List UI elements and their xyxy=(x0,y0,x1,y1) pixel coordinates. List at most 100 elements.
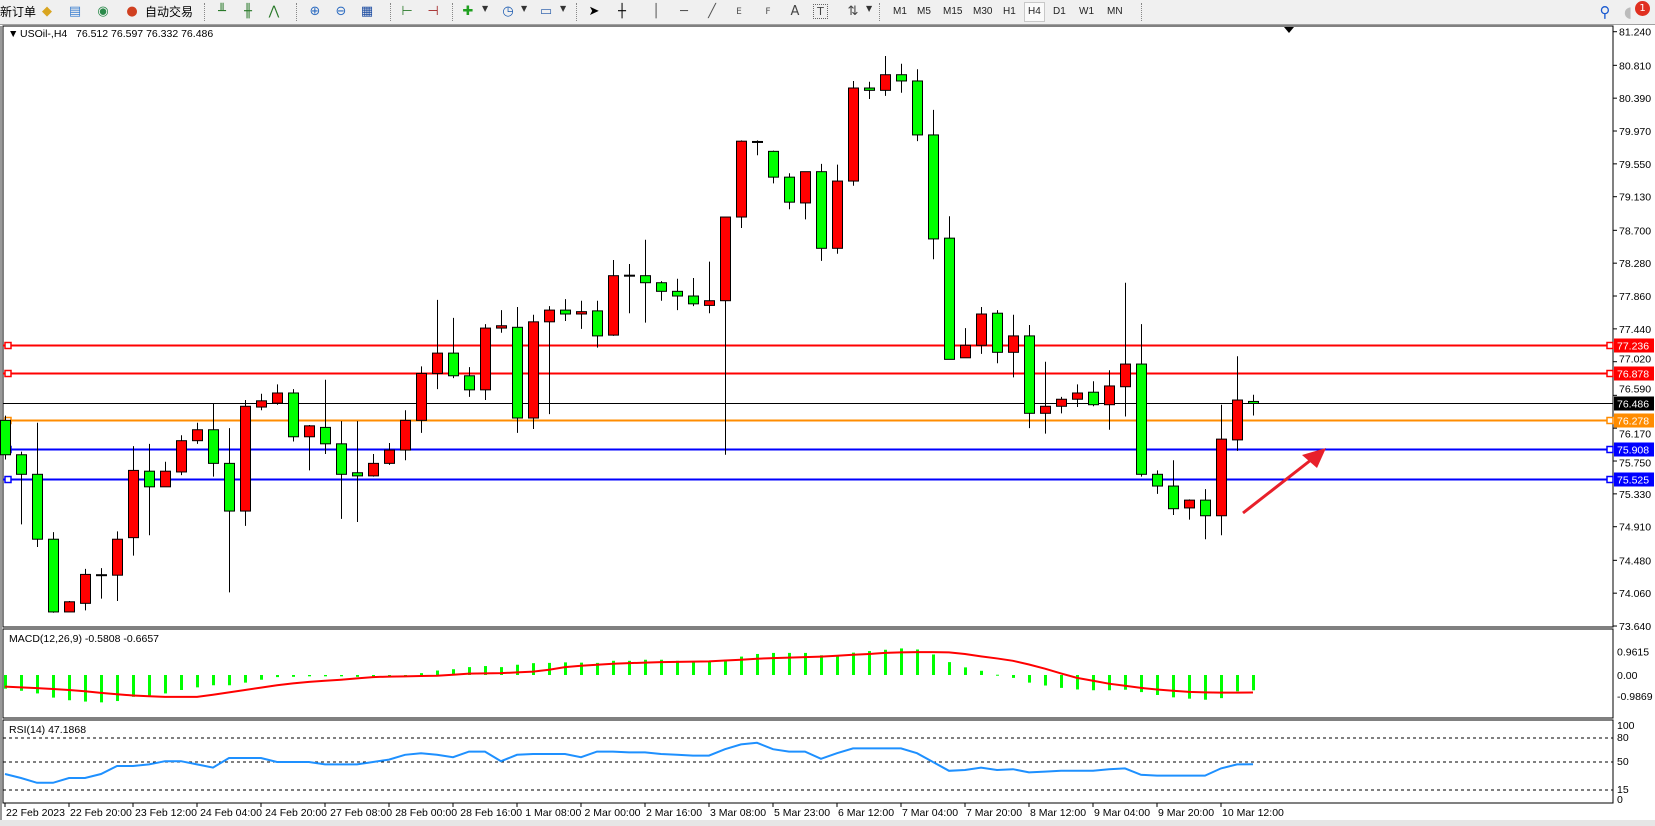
candle xyxy=(720,216,731,455)
candle xyxy=(1136,324,1147,477)
candle-body xyxy=(80,573,91,604)
time-label: 24 Feb 04:00 xyxy=(200,807,262,819)
market-watch-icon[interactable]: ▤ xyxy=(68,4,82,19)
candle-body xyxy=(368,462,379,477)
macd-histogram-bar xyxy=(340,675,343,677)
auto-trade-button[interactable]: 自动交易 xyxy=(145,5,194,19)
time-label: 5 Mar 23:00 xyxy=(774,807,830,819)
timeframe-h1[interactable]: H1 xyxy=(1003,6,1016,17)
candle-body xyxy=(336,443,347,475)
vertical-line-icon[interactable]: │ xyxy=(652,4,660,19)
auto-trade-icon[interactable]: ● xyxy=(126,4,138,19)
timeframe-m5[interactable]: M5 xyxy=(917,6,931,17)
timeframe-m30[interactable]: M30 xyxy=(973,6,993,17)
tile-windows-icon[interactable]: ▦ xyxy=(360,4,374,19)
macd-histogram-bar xyxy=(1236,675,1239,692)
candle xyxy=(144,443,155,536)
periods-clock-icon[interactable]: ◷ xyxy=(502,4,514,19)
trendline-icon[interactable]: ╱ xyxy=(708,4,716,19)
collapse-triangle-icon[interactable]: ▼ xyxy=(8,28,18,40)
timeframe-w1[interactable]: W1 xyxy=(1079,6,1094,17)
chart-shift-icon[interactable]: ⊣ xyxy=(427,4,439,19)
level-handle[interactable] xyxy=(4,369,12,378)
macd-pane[interactable] xyxy=(2,628,1614,719)
candle xyxy=(208,403,219,477)
level-handle[interactable] xyxy=(1606,445,1614,454)
candle-body xyxy=(1168,485,1179,510)
search-icon[interactable]: ⚲ xyxy=(1599,3,1611,21)
macd-histogram-bar xyxy=(724,659,727,675)
level-handle[interactable] xyxy=(4,341,12,350)
bar-chart-icon[interactable]: ╨ xyxy=(218,4,226,19)
rsi-tick-label: 100 xyxy=(1617,720,1635,732)
arrows-icon[interactable]: ⇅ xyxy=(847,4,859,19)
level-handle[interactable] xyxy=(1606,369,1614,378)
cursor-arrow-icon[interactable]: ➤ xyxy=(588,4,600,19)
drawn-arrow[interactable] xyxy=(1242,448,1326,515)
candle-body xyxy=(320,426,331,445)
chat-bubble-icon[interactable]: ◖ xyxy=(1624,3,1632,21)
level-handle[interactable] xyxy=(1606,475,1614,484)
chevron-down-icon[interactable]: ▼ xyxy=(866,4,873,13)
toolbar-separator xyxy=(1141,3,1142,21)
chevron-down-icon[interactable]: ▼ xyxy=(521,4,528,13)
candle xyxy=(32,422,43,548)
chart-shift-marker-icon[interactable] xyxy=(1284,27,1294,33)
macd-histogram-bar xyxy=(116,675,119,702)
macd-histogram-bar xyxy=(484,666,487,675)
equidistant-channel-icon[interactable]: E xyxy=(736,7,742,17)
notification-badge[interactable]: 1 xyxy=(1635,1,1650,16)
candle-body xyxy=(528,321,539,419)
level-handle[interactable] xyxy=(1606,416,1614,425)
toolbar-separator xyxy=(204,3,205,21)
candle-body xyxy=(1216,438,1227,517)
macd-histogram-bar xyxy=(612,660,615,675)
macd-histogram-bar xyxy=(500,667,503,675)
macd-histogram-bar xyxy=(468,667,471,675)
timeframe-m1[interactable]: M1 xyxy=(893,6,907,17)
templates-icon[interactable]: ▭ xyxy=(539,4,553,19)
candle xyxy=(240,400,251,526)
crosshair-icon[interactable]: ┼ xyxy=(618,4,626,19)
candle-body xyxy=(800,171,811,204)
macd-histogram-bar xyxy=(596,662,599,675)
level-price-label: 76.486 xyxy=(1617,399,1649,411)
new-indicator-icon[interactable]: ✚ xyxy=(462,4,474,19)
new-order-button[interactable]: 新订单 xyxy=(0,5,37,19)
zoom-in-icon[interactable]: ⊕ xyxy=(309,4,321,19)
macd-histogram-bar xyxy=(1028,675,1031,683)
gold-bars-icon[interactable]: ◆ xyxy=(42,4,52,19)
macd-histogram-bar xyxy=(676,660,679,675)
rsi-label: RSI(14) 47.1868 xyxy=(9,724,86,736)
candle xyxy=(608,260,619,336)
signals-icon[interactable]: ◉ xyxy=(97,4,109,19)
candle-body xyxy=(128,469,139,539)
timeframe-m15[interactable]: M15 xyxy=(943,6,963,17)
price-tick-label: 75.330 xyxy=(1619,489,1651,501)
horizontal-line-icon[interactable]: ─ xyxy=(680,4,688,19)
text-tool-icon[interactable]: A xyxy=(790,4,800,19)
zoom-out-icon[interactable]: ⊖ xyxy=(335,4,347,19)
fibonacci-icon[interactable]: F xyxy=(765,7,771,17)
text-label-icon[interactable]: T xyxy=(813,4,828,19)
timeframe-d1[interactable]: D1 xyxy=(1053,6,1066,17)
candle xyxy=(400,410,411,461)
chevron-down-icon[interactable]: ▼ xyxy=(482,4,489,13)
candle-body xyxy=(352,472,363,477)
macd-histogram-bar xyxy=(260,675,263,680)
candle xyxy=(704,261,715,314)
candlestick-icon[interactable]: ╫ xyxy=(244,4,252,19)
chevron-down-icon[interactable]: ▼ xyxy=(560,4,567,13)
candle-body xyxy=(1104,385,1115,406)
timeframe-mn[interactable]: MN xyxy=(1107,6,1123,17)
level-handle[interactable] xyxy=(4,475,12,484)
candle xyxy=(640,239,651,323)
timeframe-h4[interactable]: H4 xyxy=(1024,2,1045,22)
line-chart-icon[interactable]: ⋀ xyxy=(268,4,280,19)
candle-body xyxy=(944,237,955,360)
autoscroll-icon[interactable]: ⊢ xyxy=(401,4,413,19)
candle-body xyxy=(672,290,683,297)
main-price-pane[interactable] xyxy=(2,25,1614,628)
level-handle[interactable] xyxy=(1606,341,1614,350)
